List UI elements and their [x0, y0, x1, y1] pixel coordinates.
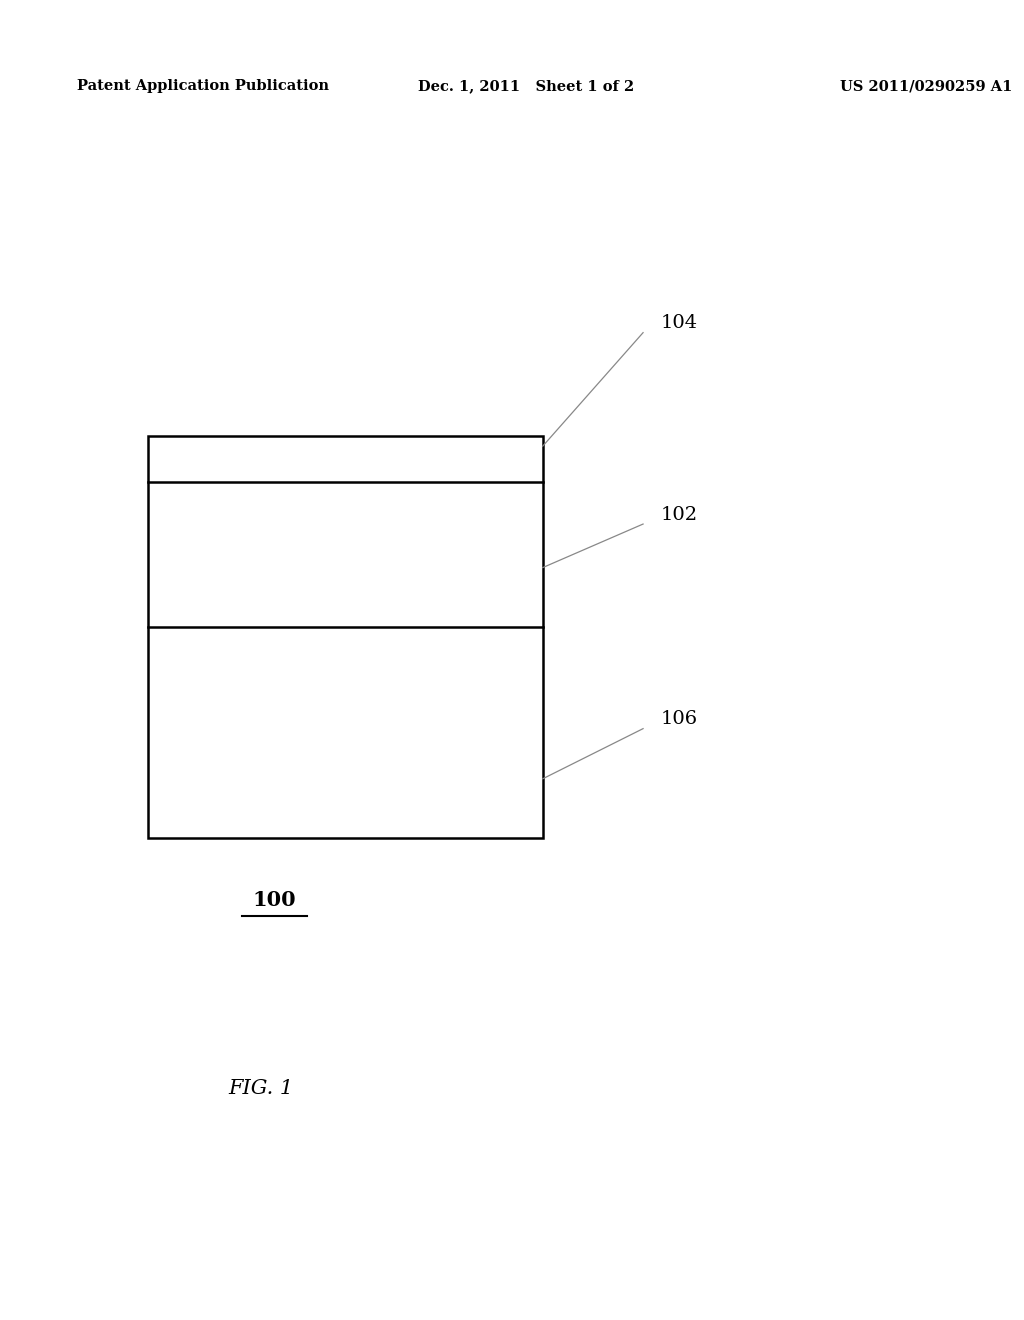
Text: 106: 106 [660, 710, 697, 729]
Text: US 2011/0290259 A1: US 2011/0290259 A1 [840, 79, 1012, 94]
Bar [148, 436, 543, 838]
Text: 102: 102 [660, 506, 697, 524]
Text: Dec. 1, 2011   Sheet 1 of 2: Dec. 1, 2011 Sheet 1 of 2 [418, 79, 634, 94]
Text: 104: 104 [660, 314, 697, 333]
Text: Patent Application Publication: Patent Application Publication [77, 79, 329, 94]
Text: FIG. 1: FIG. 1 [228, 1080, 294, 1098]
Text: 100: 100 [253, 890, 296, 911]
